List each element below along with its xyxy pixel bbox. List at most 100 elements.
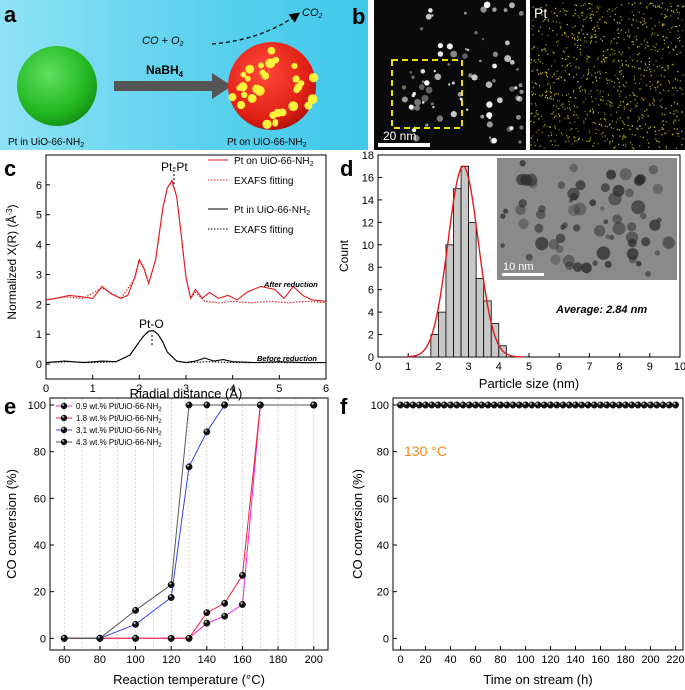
legend-label: Pt on UiO-66-NH2 xyxy=(234,156,314,168)
pt-map-dot xyxy=(625,81,628,84)
stem-particle xyxy=(425,86,433,94)
x-tick-label: 2 xyxy=(435,361,441,373)
data-point xyxy=(653,401,661,409)
pt-map-dot xyxy=(552,29,554,32)
pt-map-dot xyxy=(568,56,570,58)
data-point xyxy=(167,634,175,642)
panel-e: e 60 80 100 120 140 160 180 200 0 20 40 60 80 100 0.9… xyxy=(4,394,329,687)
pt-map-dot xyxy=(573,89,575,91)
pt-map-dot xyxy=(625,136,627,138)
tem-particle xyxy=(560,224,566,230)
pt-map-dot xyxy=(662,35,664,38)
stem-particle xyxy=(447,63,451,66)
pt-map-dot xyxy=(545,50,547,52)
pt-particle xyxy=(245,64,255,74)
pt-map-dot xyxy=(613,49,616,52)
pt-map-dot xyxy=(617,106,620,109)
pt-map-dot xyxy=(648,63,650,66)
chart-e-ylabel: CO conversion (%) xyxy=(4,469,19,579)
pt-map-dot xyxy=(668,80,670,82)
pt-map-dot xyxy=(661,134,663,136)
pt-particle xyxy=(238,82,248,92)
pt-map-dot xyxy=(627,102,629,105)
pt-map-dot xyxy=(621,138,624,140)
pt-map-dot xyxy=(618,93,620,96)
tem-particle xyxy=(626,248,639,260)
pt-map-dot xyxy=(535,131,537,134)
tem-particle xyxy=(596,246,611,260)
pt-map-dot xyxy=(540,7,542,9)
pt-map-dot xyxy=(639,125,641,127)
stem-particle xyxy=(425,13,432,20)
pt-map-dot xyxy=(592,108,594,110)
stem-particle xyxy=(518,140,522,144)
pt-map-dot xyxy=(672,120,674,123)
pt-map-dot xyxy=(532,135,534,137)
pt-map-dot xyxy=(613,81,616,84)
pt-map-dot xyxy=(588,93,590,95)
chart-e-frame xyxy=(49,397,329,651)
pt-map-dot xyxy=(530,144,532,146)
pt-map-dot xyxy=(573,76,575,78)
pt-map-dot xyxy=(649,103,651,105)
pt-map-dot xyxy=(667,65,669,67)
data-point xyxy=(203,609,211,617)
pt-map-dot xyxy=(544,18,546,20)
data-point xyxy=(203,401,211,409)
pt-map-dot xyxy=(602,50,605,53)
pt-map-dot xyxy=(538,30,540,33)
pt-map-dot xyxy=(658,81,660,83)
pt-map-dot xyxy=(547,53,549,55)
pt-map-dot xyxy=(607,79,609,82)
pt-particle xyxy=(228,93,237,102)
pt-map-dot xyxy=(601,16,604,18)
pt-map-dot xyxy=(578,137,581,139)
data-point xyxy=(478,401,486,409)
y-tick-label: 14 xyxy=(362,195,374,207)
pt-map-dot xyxy=(582,26,585,28)
pt-map-dot xyxy=(531,91,533,93)
pt-map-dot xyxy=(604,113,606,116)
pt-map-dot xyxy=(542,20,544,22)
pt-map-dot xyxy=(562,2,564,4)
pt-map-dot xyxy=(628,2,630,4)
y-tick-label: 18 xyxy=(362,150,374,162)
pt-map-dot xyxy=(663,75,665,78)
pt-map-dot xyxy=(622,127,624,130)
pt-map-dot xyxy=(648,127,650,129)
pt-map-dot xyxy=(673,110,675,112)
pt-map-dot xyxy=(574,140,576,142)
pt-map-dot xyxy=(585,98,587,100)
pt-map-dot xyxy=(658,146,661,148)
pt-map-dot xyxy=(653,86,656,89)
pt-map-dot xyxy=(565,35,568,37)
pt-map-dot xyxy=(590,90,592,92)
pt-map-dot xyxy=(623,106,626,108)
pt-map-dot xyxy=(665,121,668,123)
pt-map-dot xyxy=(619,117,621,119)
x-tick-label: 80 xyxy=(494,654,506,666)
tem-particle xyxy=(592,260,598,266)
histogram-bar xyxy=(430,334,439,358)
pt-map-dot xyxy=(643,13,645,15)
pt-map-dot xyxy=(577,130,579,132)
pt-particle xyxy=(236,100,246,110)
pt-map-dot xyxy=(642,23,644,26)
pt-map-dot xyxy=(565,10,567,12)
pt-map-dot xyxy=(571,128,573,130)
pt-map-dot xyxy=(671,64,674,66)
pt-map-dot xyxy=(636,95,638,97)
pt-map-dot xyxy=(617,118,619,120)
pt-map-dot xyxy=(590,40,593,42)
y-tick-label: 80 xyxy=(34,447,46,459)
y-tick-label: 60 xyxy=(34,493,46,505)
pt-map-dot xyxy=(646,131,649,134)
pt-map-dot xyxy=(652,64,655,66)
pt-map-dot xyxy=(654,25,656,27)
pt-map-dot xyxy=(567,36,570,38)
stem-particle xyxy=(421,94,429,102)
pt-map-dot xyxy=(658,65,661,67)
pt-map-dot xyxy=(616,111,618,113)
pt-map-dot xyxy=(547,19,549,21)
